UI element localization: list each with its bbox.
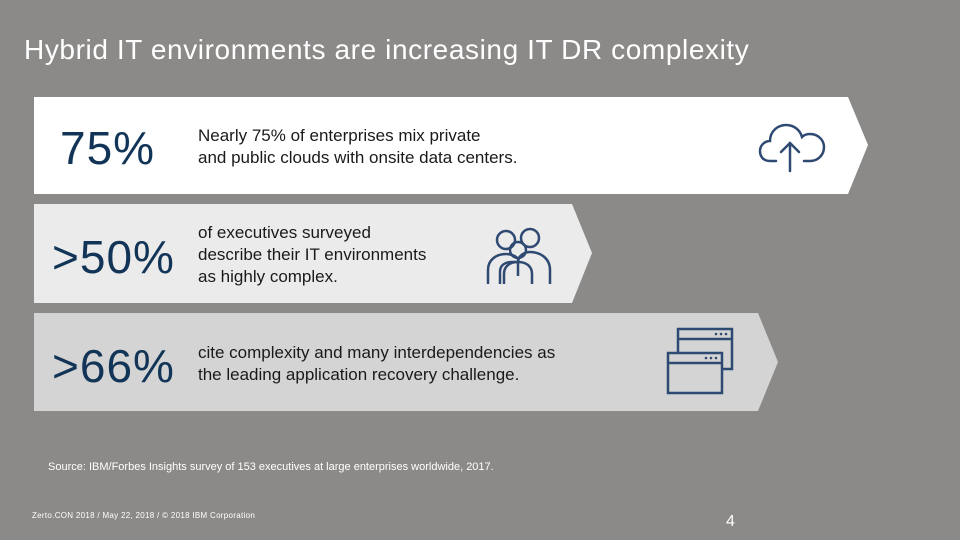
stat-value-3: >66% xyxy=(52,340,175,392)
stat-description-3: cite complexity and many interdependenci… xyxy=(198,343,556,384)
stat-banner-3: >66% cite complexity and many interdepen… xyxy=(34,313,778,411)
banner-3-background xyxy=(34,313,778,411)
page-number: 4 xyxy=(726,513,735,530)
source-note: Source: IBM/Forbes Insights survey of 15… xyxy=(48,461,494,473)
people-icon xyxy=(486,227,552,284)
banner-2-background xyxy=(34,204,592,303)
cloud-upload-icon xyxy=(758,123,826,173)
footer-text: Zerto.CON 2018 / May 22, 2018 / © 2018 I… xyxy=(32,511,256,520)
stat-value-2: >50% xyxy=(52,231,175,283)
stat-value-1: 75% xyxy=(60,122,156,174)
browser-windows-icon xyxy=(666,327,734,395)
banner-1-background xyxy=(34,97,868,194)
stat-description-1: Nearly 75% of enterprises mix private an… xyxy=(198,126,518,167)
slide-title: Hybrid IT environments are increasing IT… xyxy=(24,34,750,65)
stat-banner-1: 75% Nearly 75% of enterprises mix privat… xyxy=(34,97,868,194)
stat-banner-2: >50% of executives surveyed describe the… xyxy=(34,204,592,303)
stat-description-2: of executives surveyed describe their IT… xyxy=(198,223,427,286)
